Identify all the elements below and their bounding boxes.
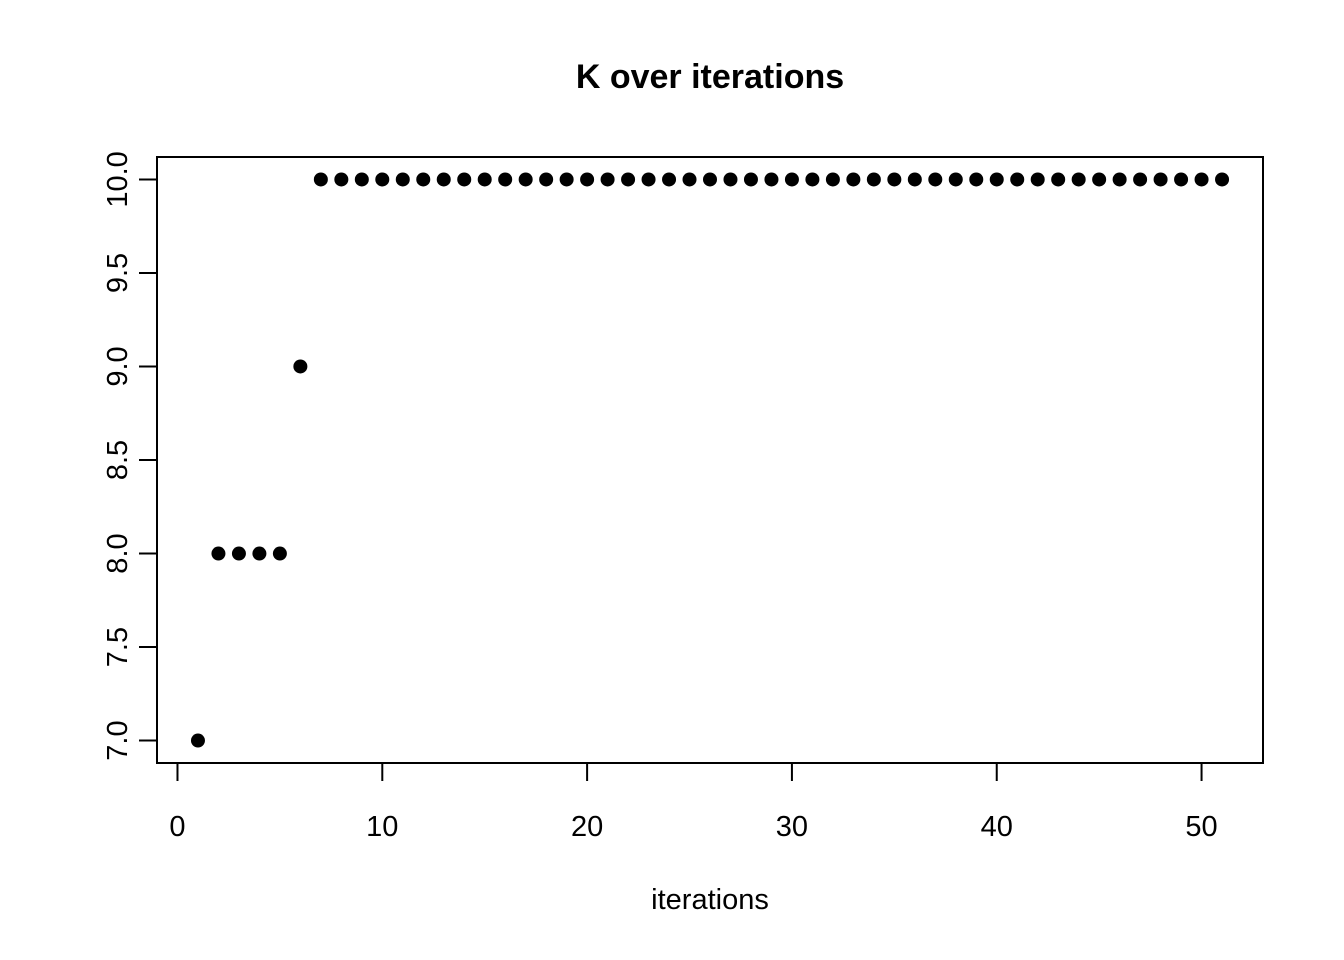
data-point <box>498 172 513 187</box>
data-point <box>662 172 677 187</box>
data-point <box>1194 172 1209 187</box>
data-point <box>866 172 881 187</box>
y-tick-label: 10.0 <box>102 151 134 207</box>
data-point <box>682 172 697 187</box>
data-point <box>969 172 984 187</box>
data-point <box>723 172 738 187</box>
data-point <box>395 172 410 187</box>
data-point <box>272 546 287 561</box>
y-tick-label: 8.5 <box>102 440 134 480</box>
data-point <box>518 172 533 187</box>
x-tick-label: 50 <box>1185 811 1217 843</box>
data-point <box>1153 172 1168 187</box>
data-point <box>641 172 656 187</box>
data-point <box>436 172 451 187</box>
data-point <box>1030 172 1045 187</box>
y-tick-label: 8.0 <box>102 533 134 573</box>
data-point <box>539 172 554 187</box>
y-tick-label: 9.0 <box>102 346 134 386</box>
data-point <box>1071 172 1086 187</box>
x-tick-label: 30 <box>776 811 808 843</box>
data-point <box>457 172 472 187</box>
x-tick-label: 20 <box>571 811 603 843</box>
data-point <box>989 172 1004 187</box>
plot-box <box>156 156 1264 764</box>
data-point <box>948 172 963 187</box>
data-point <box>211 546 226 561</box>
x-axis-label: iterations <box>651 884 769 916</box>
data-point <box>559 172 574 187</box>
data-point <box>1112 172 1127 187</box>
data-point <box>887 172 902 187</box>
x-tick-label: 10 <box>366 811 398 843</box>
data-point <box>743 172 758 187</box>
data-point <box>231 546 246 561</box>
data-point <box>375 172 390 187</box>
data-point <box>1133 172 1148 187</box>
x-tick-label: 0 <box>169 811 185 843</box>
data-point <box>703 172 717 187</box>
data-point <box>1051 172 1066 187</box>
data-point <box>784 172 799 187</box>
data-point <box>1092 172 1107 187</box>
data-point <box>928 172 943 187</box>
data-point <box>1174 172 1189 187</box>
data-point <box>354 172 369 187</box>
y-tick-label: 7.5 <box>102 627 134 667</box>
data-point <box>1010 172 1025 187</box>
data-point <box>764 172 779 187</box>
data-point <box>252 546 267 561</box>
data-point <box>621 172 636 187</box>
data-point <box>477 172 492 187</box>
data-point <box>825 172 840 187</box>
y-tick-label: 7.0 <box>102 720 134 760</box>
data-point <box>1215 172 1230 187</box>
data-point <box>907 172 922 187</box>
chart-title: K over iterations <box>575 58 845 96</box>
y-tick-label: 9.5 <box>102 253 134 293</box>
data-point <box>293 359 308 374</box>
data-point <box>334 172 349 187</box>
x-tick-label: 40 <box>981 811 1013 843</box>
data-point <box>846 172 861 187</box>
data-point <box>600 172 615 187</box>
data-point <box>190 733 205 748</box>
data-point <box>805 172 820 187</box>
data-point <box>313 172 328 187</box>
data-point <box>580 172 595 187</box>
data-point <box>416 172 431 187</box>
